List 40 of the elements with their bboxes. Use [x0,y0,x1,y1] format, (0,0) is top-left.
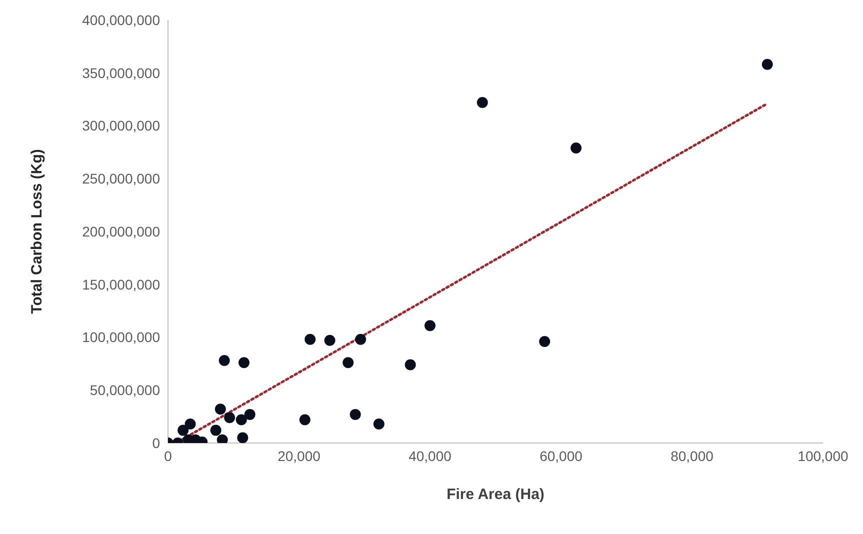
y-tick-label: 300,000,000 [82,118,160,134]
y-tick-label: 350,000,000 [82,64,160,81]
y-tick-label: 100,000,000 [82,329,160,346]
y-tick-label: 0 [152,434,160,451]
point [539,336,550,347]
y-tick-label: 150,000,000 [82,276,160,292]
point [350,408,361,420]
y-tick-label: 50,000,000 [90,382,160,398]
point [244,408,256,420]
point [299,414,310,426]
x-tick-label: 0 [164,448,172,464]
point [237,432,248,443]
point [178,424,189,436]
point [210,424,222,436]
point [424,320,436,332]
x-tick-label: 80,000 [670,448,714,464]
x-tick-label: 60,000 [540,448,583,464]
point [355,334,366,345]
point [342,357,354,368]
x-tick-label: 100,000 [798,448,849,464]
point [404,359,416,370]
point [238,357,250,368]
y-tick-label: 250,000,000 [82,170,160,187]
point [218,355,230,366]
x-axis-title: Fire Area (Ha) [446,486,544,503]
point [236,414,247,426]
y-tick-label: 200,000,000 [82,223,160,240]
point [476,96,488,108]
x-tick-label: 20,000 [278,448,321,464]
point [324,334,336,346]
point [214,404,226,415]
y-axis-title: Total Carbon Loss (Kg) [28,149,46,314]
point [762,58,773,70]
x-tick-label: 40,000 [408,448,452,464]
point [224,412,236,424]
point [373,418,384,430]
y-tick-label: 400,000,000 [82,12,160,28]
point [570,142,582,154]
point [304,334,316,345]
point [184,418,196,430]
